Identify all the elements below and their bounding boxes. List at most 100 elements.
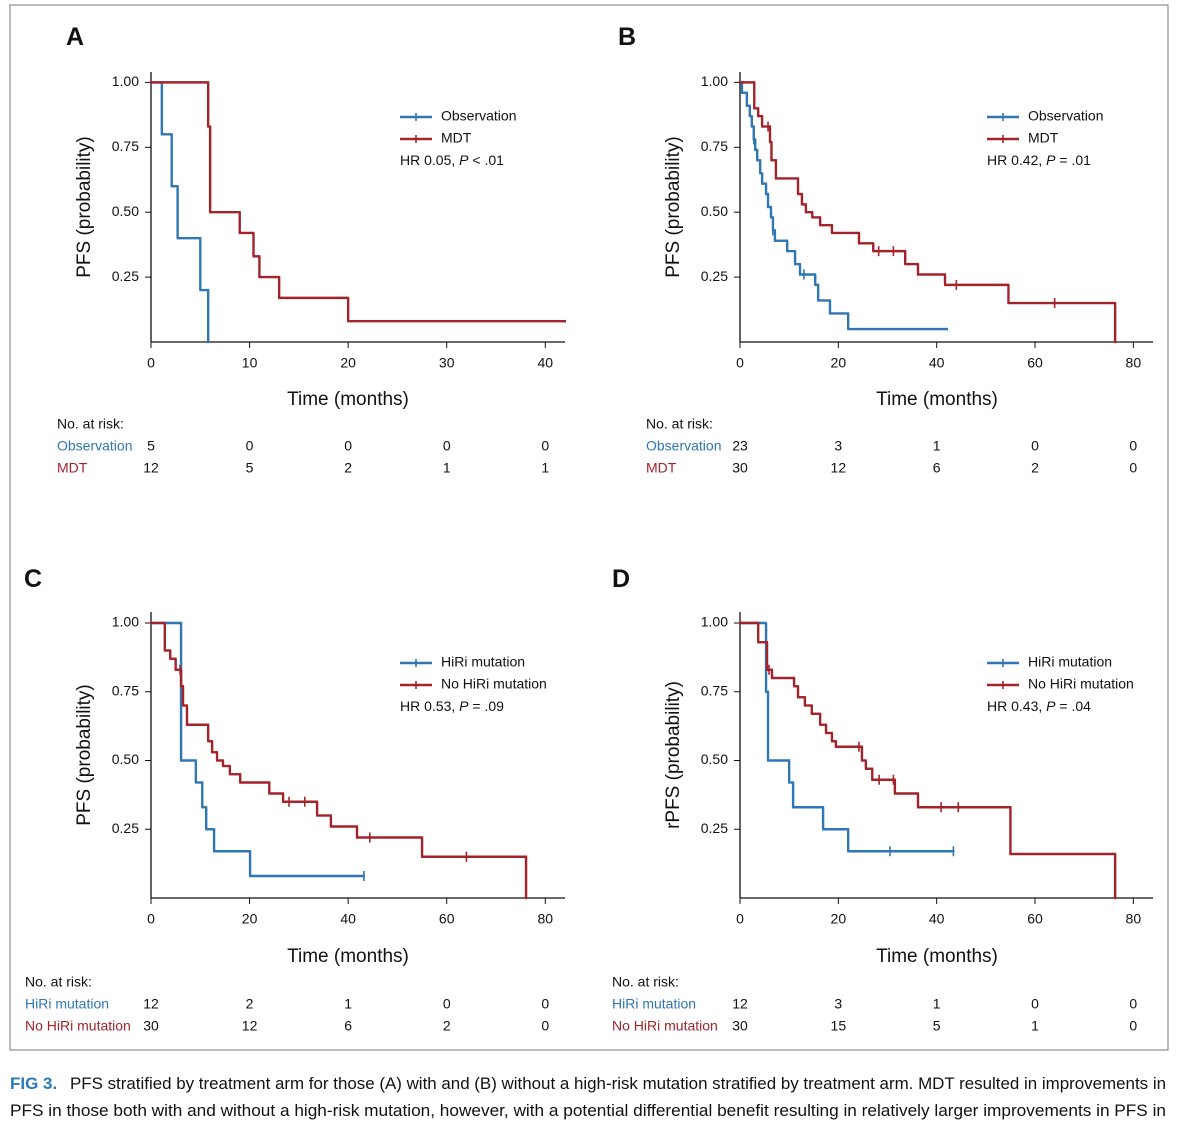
hazard-ratio: HR 0.42, P = .01 (987, 152, 1091, 168)
x-tick-label: 80 (1126, 911, 1142, 927)
risk-count: 15 (831, 1018, 847, 1034)
risk-count: 0 (1129, 996, 1137, 1012)
risk-count: 23 (732, 438, 748, 454)
y-tick-label: 0.50 (112, 203, 139, 219)
x-tick-label: 40 (929, 355, 945, 371)
x-tick-label: 20 (831, 355, 847, 371)
caption-line: PFS stratified by treatment arm for thos… (70, 1074, 1166, 1093)
risk-count: 0 (1129, 460, 1137, 476)
risk-count: 0 (1031, 438, 1039, 454)
legend-label: HiRi mutation (441, 654, 525, 670)
y-tick-label: 0.50 (112, 751, 139, 767)
x-tick-label: 0 (736, 911, 744, 927)
hazard-ratio: HR 0.53, P = .09 (400, 698, 504, 714)
y-tick-label: 1.00 (112, 73, 139, 89)
risk-count: 0 (344, 438, 352, 454)
y-tick-label: 0.75 (112, 682, 139, 698)
x-tick-label: 20 (831, 911, 847, 927)
y-tick-label: 1.00 (701, 614, 728, 630)
hazard-ratio-part: = .04 (1055, 698, 1091, 714)
panel-letter: C (24, 565, 42, 593)
risk-row-label: MDT (646, 460, 677, 476)
y-tick-label: 1.00 (701, 73, 728, 89)
y-axis-title: rPFS (probability) (663, 681, 684, 829)
risk-row-label: HiRi mutation (25, 996, 109, 1012)
x-axis-title: Time (months) (876, 946, 998, 967)
risk-row-label: No HiRi mutation (25, 1018, 131, 1034)
x-tick-label: 40 (929, 911, 945, 927)
x-tick-label: 40 (340, 911, 356, 927)
x-tick-label: 80 (537, 911, 553, 927)
hazard-ratio: HR 0.43, P = .04 (987, 698, 1091, 714)
y-tick-label: 0.25 (701, 820, 728, 836)
panel-letter: D (612, 565, 630, 593)
legend-label: No HiRi mutation (1028, 676, 1134, 692)
hazard-ratio-part: = .09 (468, 698, 504, 714)
hazard-ratio-part: HR 0.53, (400, 698, 459, 714)
x-tick-label: 30 (439, 355, 455, 371)
legend-label: MDT (1028, 130, 1059, 146)
risk-count: 5 (246, 460, 254, 476)
risk-count: 1 (443, 460, 451, 476)
risk-count: 30 (143, 1018, 159, 1034)
legend-label: HiRi mutation (1028, 654, 1112, 670)
risk-count: 1 (1031, 1018, 1039, 1034)
y-tick-label: 0.75 (701, 138, 728, 154)
x-tick-label: 10 (242, 355, 258, 371)
risk-row-label: HiRi mutation (612, 996, 696, 1012)
hazard-ratio-part: P (1046, 698, 1056, 714)
risk-row-label: No HiRi mutation (612, 1018, 718, 1034)
hazard-ratio-part: P (459, 698, 469, 714)
risk-count: 0 (1129, 438, 1137, 454)
x-tick-label: 60 (1027, 911, 1043, 927)
hazard-ratio-part: HR 0.42, (987, 152, 1046, 168)
x-axis-title: Time (months) (287, 946, 409, 967)
legend-label: No HiRi mutation (441, 676, 547, 692)
x-tick-label: 20 (340, 355, 356, 371)
risk-count: 5 (147, 438, 155, 454)
x-tick-label: 20 (242, 911, 258, 927)
y-axis-title: PFS (probability) (74, 684, 95, 826)
risk-count: 3 (834, 996, 842, 1012)
risk-count: 2 (1031, 460, 1039, 476)
risk-count: 0 (541, 1018, 549, 1034)
hazard-ratio: HR 0.05, P < .01 (400, 152, 504, 168)
caption-line: PFS in those both with and without a hig… (10, 1101, 1166, 1120)
hazard-ratio-part: P (459, 152, 469, 168)
panel-letter: B (618, 23, 636, 51)
y-tick-label: 1.00 (112, 614, 139, 630)
risk-count: 0 (1129, 1018, 1137, 1034)
risk-row-label: Observation (646, 438, 721, 454)
panel-letter: A (66, 23, 84, 51)
risk-count: 2 (344, 460, 352, 476)
hazard-ratio-part: < .01 (468, 152, 504, 168)
risk-count: 3 (834, 438, 842, 454)
y-tick-label: 0.50 (701, 203, 728, 219)
x-tick-label: 0 (736, 355, 744, 371)
risk-count: 6 (344, 1018, 352, 1034)
y-axis-title: PFS (probability) (74, 136, 95, 278)
risk-count: 6 (933, 460, 941, 476)
risk-title: No. at risk: (612, 974, 679, 990)
risk-count: 12 (143, 460, 159, 476)
risk-count: 0 (541, 438, 549, 454)
x-axis-title: Time (months) (287, 389, 409, 410)
y-tick-label: 0.75 (112, 138, 139, 154)
x-axis-title: Time (months) (876, 389, 998, 410)
risk-count: 0 (443, 438, 451, 454)
x-tick-label: 80 (1126, 355, 1142, 371)
legend-label: MDT (441, 130, 472, 146)
y-tick-label: 0.25 (112, 820, 139, 836)
risk-count: 12 (732, 996, 748, 1012)
risk-count: 1 (933, 438, 941, 454)
risk-count: 0 (1031, 996, 1039, 1012)
risk-count: 0 (443, 996, 451, 1012)
y-tick-label: 0.75 (701, 682, 728, 698)
y-axis-title: PFS (probability) (663, 136, 684, 278)
risk-count: 1 (344, 996, 352, 1012)
x-tick-label: 0 (147, 911, 155, 927)
risk-count: 30 (732, 460, 748, 476)
hazard-ratio-part: P (1046, 152, 1056, 168)
x-tick-label: 40 (537, 355, 553, 371)
